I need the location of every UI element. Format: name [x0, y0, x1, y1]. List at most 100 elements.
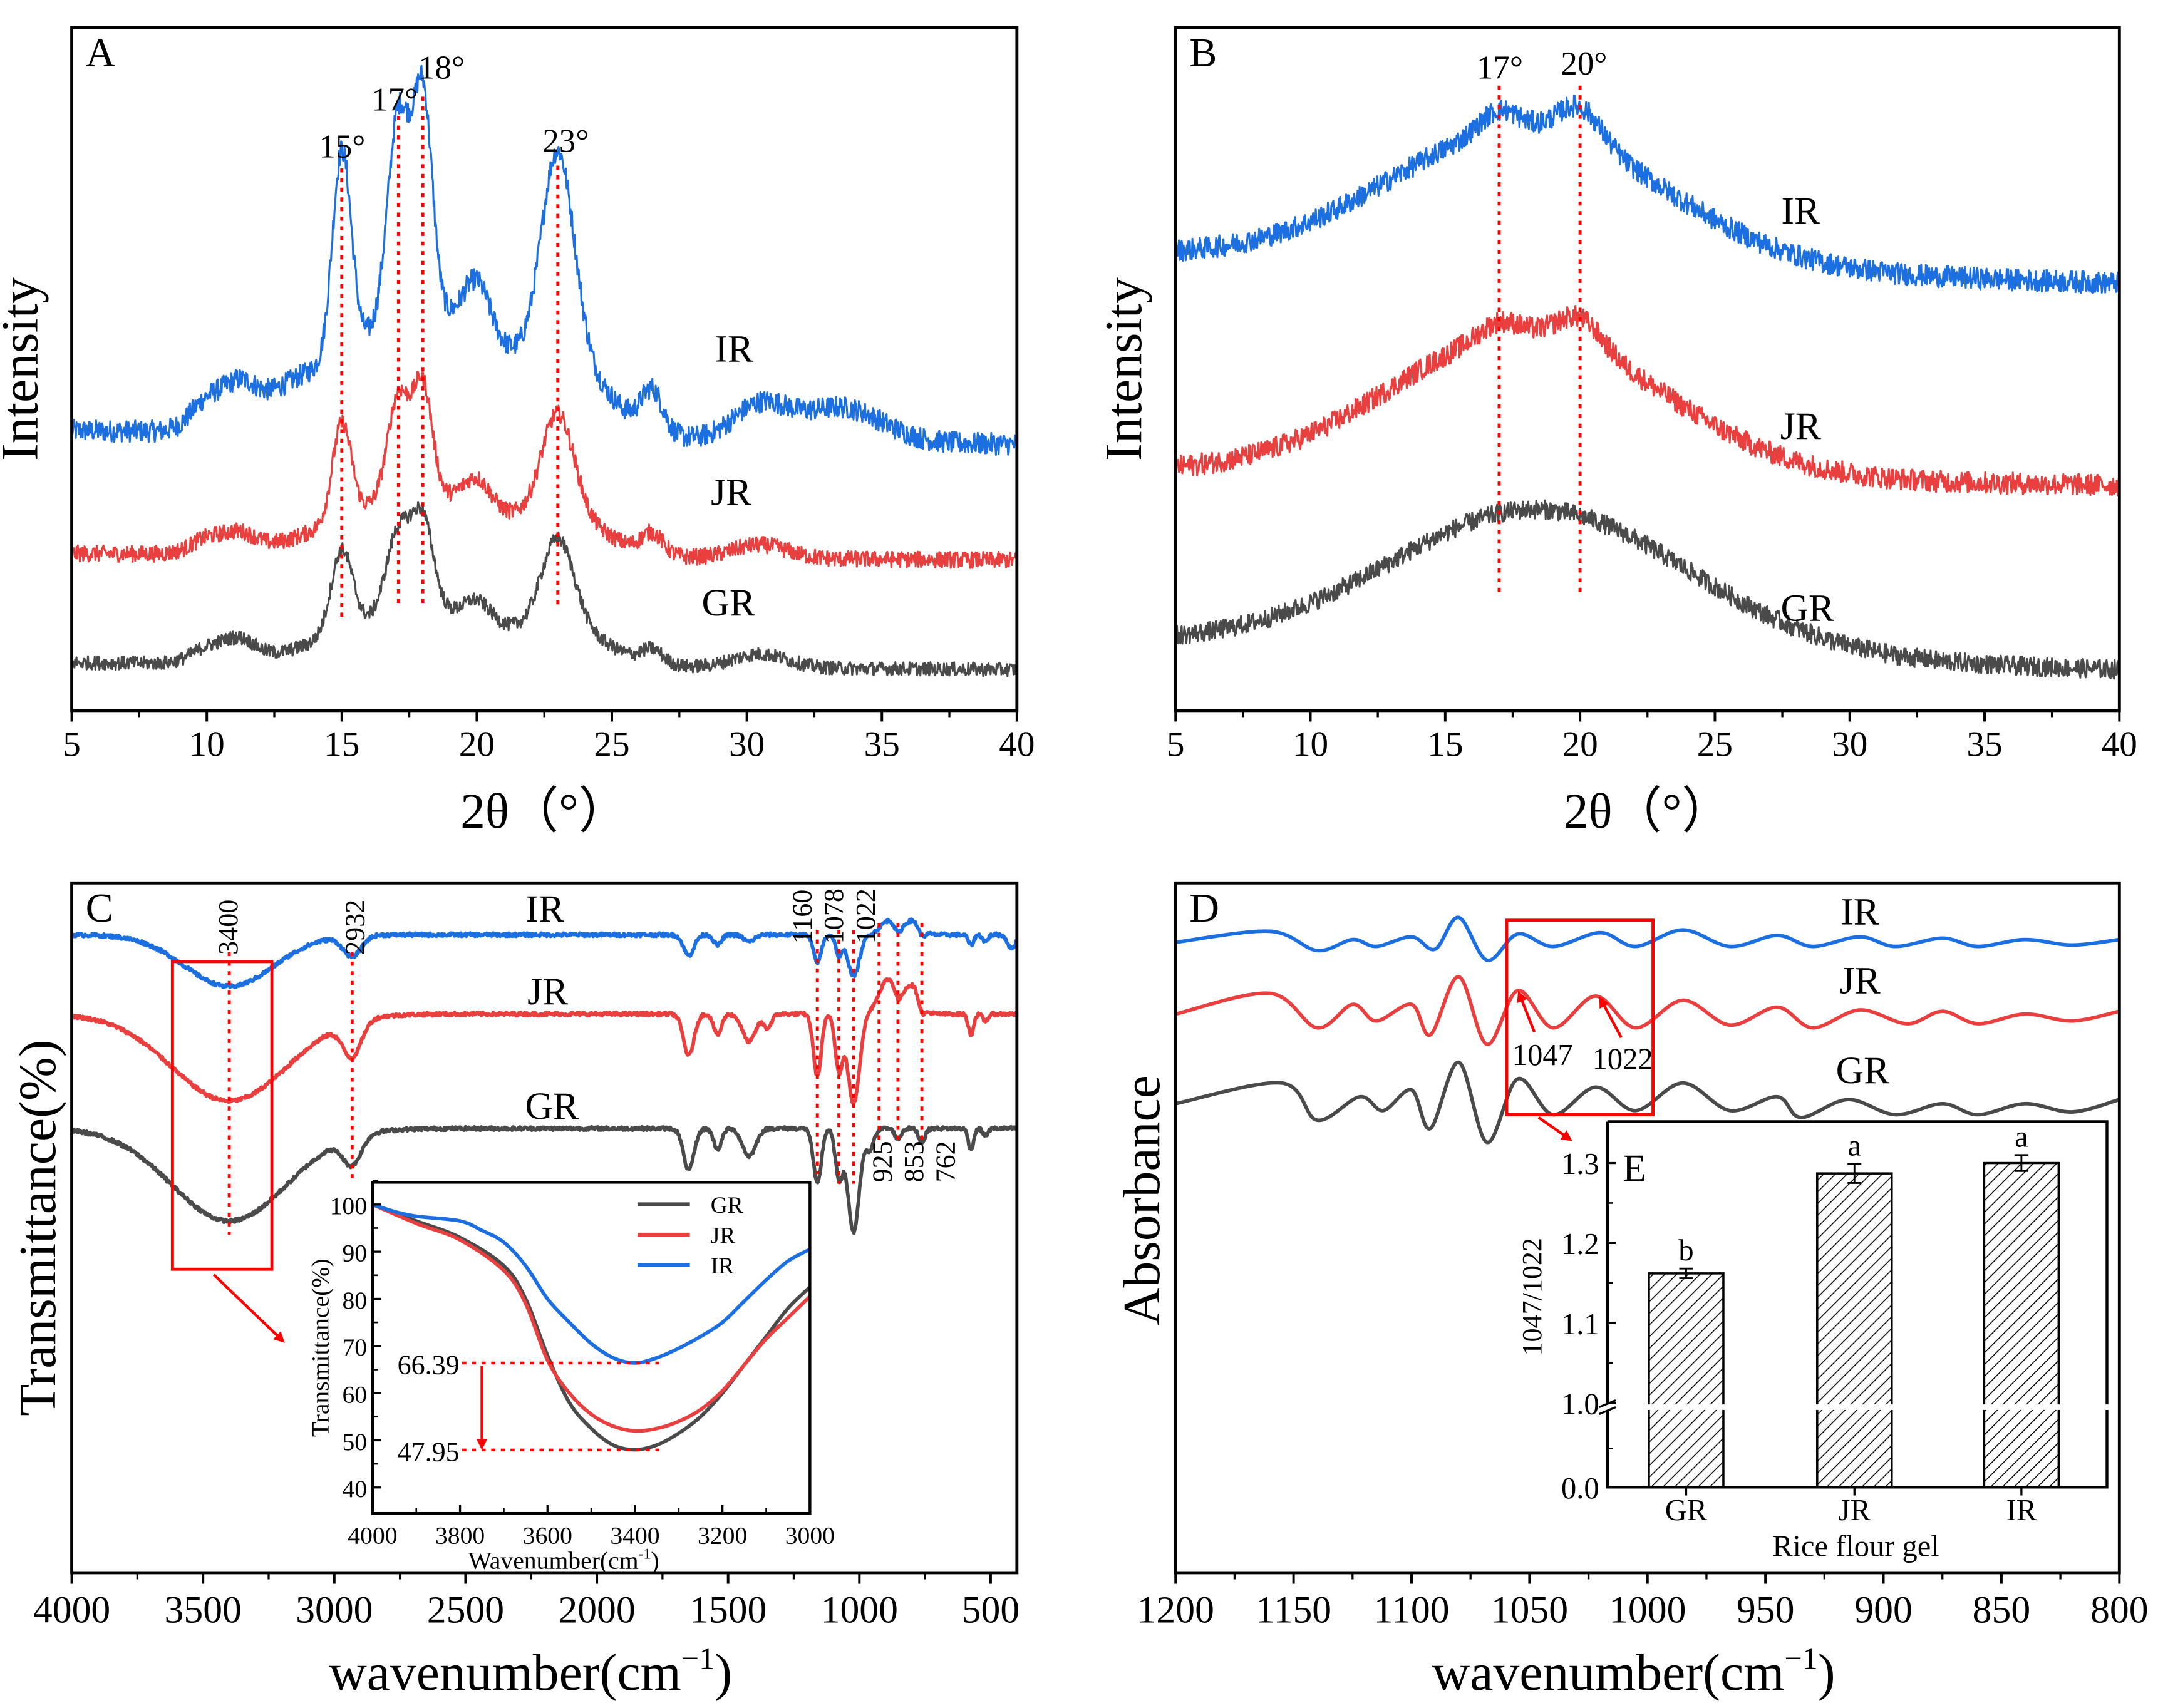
inset-x-tick-label: 3400: [610, 1522, 659, 1550]
x-axis-title: 2θ（°）: [460, 784, 628, 839]
y-axis-title: Intensity: [0, 277, 49, 461]
x-tick-label: 35: [864, 725, 900, 764]
series-line-gr: [71, 501, 1018, 677]
inset-y-tick-label: 80: [342, 1287, 367, 1314]
y-tick-label: 1.3: [1561, 1148, 1599, 1181]
panel-label: B: [1189, 30, 1217, 76]
series-line-gr: [1175, 1060, 2120, 1145]
annotation-arrow-1022: [1599, 996, 1623, 1039]
band-label-1022: 1022: [1593, 1043, 1653, 1076]
series-label-ir: IR: [1840, 890, 1880, 933]
series-line-jr: [71, 369, 1018, 569]
plot-frame: [70, 881, 1019, 1575]
x-axis-title-end: ): [1818, 1644, 1835, 1702]
peak-label: 20°: [1561, 46, 1607, 82]
zoom-region-box: [1505, 918, 1655, 1116]
panel-c-ftir: IR JR GR 3400 2932 1160 1078 1022 925 853 762 4000 3…: [9, 881, 1020, 1702]
inset-y-tick-label: 50: [342, 1428, 367, 1456]
x-axis-title-superscript: -1: [639, 1546, 651, 1562]
inset-y-tick-label: 60: [342, 1381, 367, 1409]
x-tick-label: 40: [2102, 725, 2137, 764]
legend-label-ir: IR: [711, 1253, 734, 1279]
series-line-gr: [70, 1124, 1018, 1235]
series-label-ir: IR: [715, 327, 754, 370]
series-label-jr: JR: [1840, 960, 1881, 1002]
x-tick-label: 1000: [1609, 1588, 1686, 1631]
peak-label: 3400: [213, 900, 244, 955]
x-tick-label: 20: [459, 725, 495, 764]
inset-background: [372, 1182, 810, 1514]
x-axis-title-superscript: −1: [1784, 1641, 1817, 1676]
peak-label: 17°: [1477, 50, 1523, 86]
series-label-gr: GR: [1836, 1049, 1891, 1092]
x-axis-title: wavenumber(cm−1): [1432, 1641, 1835, 1702]
inset-x-tick-label: 3200: [698, 1522, 747, 1550]
x-tick-label: 4000: [33, 1588, 110, 1631]
series-line-ir: [1175, 915, 2120, 962]
bar-jr: [1816, 1172, 1893, 1489]
x-tick-label: 5: [63, 725, 81, 764]
x-tick-label: 20: [1562, 725, 1598, 764]
series-label-gr: GR: [1781, 587, 1835, 630]
series-label-gr: GR: [525, 1085, 579, 1128]
x-axis-title: Wavenumber(cm-1): [468, 1546, 659, 1574]
y-tick-label: 1.0: [1561, 1388, 1599, 1421]
x-tick-label: 25: [1697, 725, 1733, 764]
x-axis-title-text: wavenumber(cm: [329, 1644, 681, 1702]
peak-label: 1022: [850, 888, 881, 944]
inset-level-label: 66.39: [398, 1350, 460, 1381]
series-label-gr: GR: [702, 582, 756, 624]
axis-break-gap: [1604, 1404, 2110, 1410]
x-tick-label: 30: [1832, 725, 1867, 764]
significance-letter: a: [2015, 1121, 2028, 1154]
x-tick-label: 1000: [821, 1588, 898, 1631]
series-line-jr: [1175, 975, 2120, 1046]
inset-series-line-ir: [372, 1203, 811, 1365]
x-tick-label: 15: [1427, 725, 1463, 764]
panel-b-xrd: IR JR GR 17° 20° 5 10 15 20 25 30 35 40 B 2θ（°） Intensi…: [1095, 26, 2137, 839]
series-line-ir: [71, 64, 1018, 456]
x-tick-label: 1100: [1373, 1588, 1449, 1631]
x-tick-label: 5: [1167, 725, 1185, 764]
y-axis-title: Intensity: [1095, 277, 1153, 461]
y-axis-title: 1047/1022: [1517, 1238, 1547, 1356]
legend-label-jr: JR: [711, 1223, 736, 1248]
significance-letter: a: [1848, 1129, 1862, 1163]
x-axis-title-text: Wavenumber(cm: [468, 1546, 639, 1574]
x-tick-label: 3000: [296, 1588, 373, 1631]
peak-label: 2932: [340, 900, 371, 955]
zoom-arrow: [1537, 1116, 1573, 1141]
x-tick-label: GR: [1665, 1494, 1708, 1527]
inset-y-axis-title: Transmittance(%): [306, 1258, 334, 1437]
x-tick-label: 1500: [689, 1588, 767, 1631]
error-bar: [1679, 1267, 1693, 1279]
inset-x-tick-label: 3000: [785, 1522, 835, 1550]
x-tick-label: 900: [1854, 1588, 1913, 1631]
inset-x-tick-label: 3800: [435, 1522, 485, 1550]
peak-label: 925: [867, 1141, 897, 1182]
inset-y-tick-label: 90: [342, 1240, 367, 1267]
y-tick-label: 1.2: [1561, 1228, 1599, 1261]
x-tick-label: 500: [962, 1588, 1020, 1631]
peak-label: 15°: [319, 128, 365, 165]
panel-label: A: [86, 30, 116, 76]
peak-label: 18°: [418, 50, 465, 86]
peak-label: 1078: [818, 888, 849, 944]
x-tick-label: 25: [594, 725, 629, 764]
panel-label: E: [1623, 1147, 1646, 1190]
x-tick-label: 3500: [165, 1588, 242, 1631]
band-label-1047: 1047: [1512, 1039, 1573, 1072]
inset-x-tick-label: 4000: [348, 1522, 397, 1550]
zoom-region-box: [170, 960, 274, 1271]
x-tick-label: 1150: [1256, 1588, 1331, 1631]
x-axis-title-end: ): [651, 1546, 659, 1574]
y-axis-title: Transmittance(%): [9, 1039, 67, 1416]
panel-d-ftir-deconvoluted: IR JR GR 1047 1022 1200 1150 1100 1050 1000 950 900…: [1113, 881, 2149, 1702]
x-axis-title-end: ): [715, 1644, 732, 1702]
x-tick-label: JR: [1839, 1494, 1871, 1527]
x-tick-label: 2000: [558, 1588, 635, 1631]
bar-gr: [1648, 1272, 1725, 1489]
inset-series-line-jr: [371, 1203, 812, 1433]
inset-y-tick-label: 100: [330, 1192, 367, 1220]
